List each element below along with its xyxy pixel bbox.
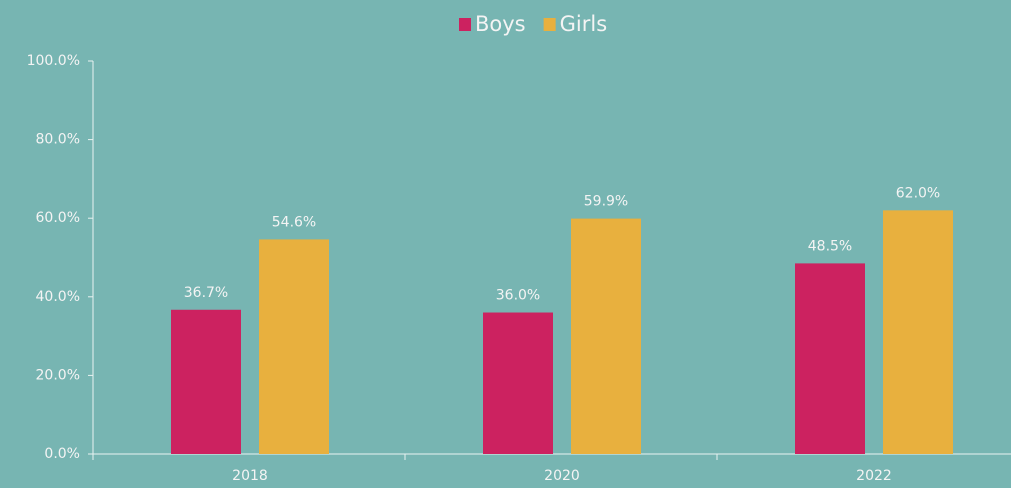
- y-tick-label: 60.0%: [36, 210, 80, 226]
- y-tick-label: 40.0%: [36, 289, 80, 305]
- x-tick-label: 2020: [544, 468, 580, 484]
- y-tick-label: 100.0%: [27, 53, 80, 69]
- value-label: 36.7%: [184, 285, 228, 301]
- legend-swatch: [459, 18, 471, 31]
- bar: [483, 312, 553, 454]
- bar: [259, 239, 329, 454]
- bar: [171, 309, 241, 454]
- value-label: 54.6%: [272, 214, 316, 230]
- value-label: 62.0%: [896, 185, 940, 201]
- y-tick-label: 80.0%: [36, 132, 80, 148]
- y-tick-label: 0.0%: [44, 446, 80, 462]
- value-label: 36.0%: [496, 288, 540, 304]
- x-tick-label: 2018: [232, 468, 268, 484]
- y-tick-label: 20.0%: [36, 367, 80, 383]
- value-label: 48.5%: [808, 238, 852, 254]
- legend-label: Girls: [560, 12, 608, 36]
- legend-label: Boys: [475, 12, 526, 36]
- x-tick-label: 2022: [856, 468, 892, 484]
- bar: [883, 210, 953, 454]
- value-label: 59.9%: [584, 194, 628, 210]
- bar: [571, 218, 641, 454]
- legend-swatch: [543, 18, 556, 31]
- bar: [795, 263, 865, 454]
